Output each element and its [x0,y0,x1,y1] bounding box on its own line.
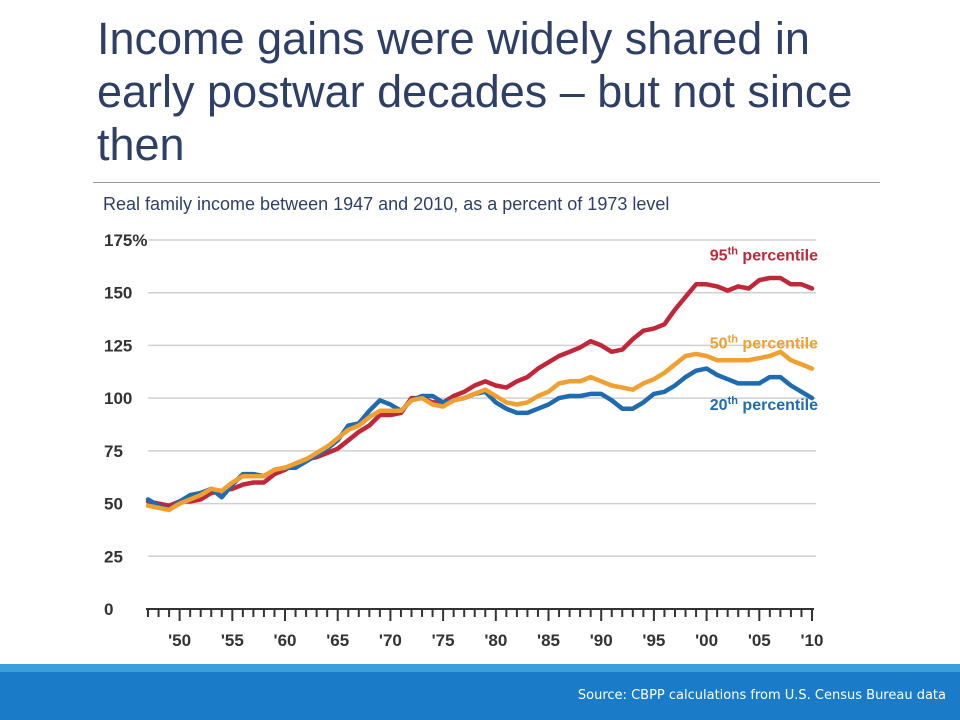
y-axis-tick-labels: 175% 150 125 100 75 50 25 0 [104,231,147,619]
y-tick-label: 50 [104,495,123,514]
y-tick-label: 100 [104,389,132,408]
source-note: Source: CBPP calculations from U.S. Cens… [577,688,946,703]
y-tick-label: 0 [104,600,113,619]
x-tick-label: '70 [379,631,402,650]
x-tick-label: '80 [484,631,507,650]
y-tick-label: 175% [104,231,147,250]
series-label-p95: 95th percentile [710,245,818,264]
series-line-p95 [145,275,815,508]
x-tick-label: '65 [326,631,349,650]
gridlines [148,239,816,558]
y-tick-label: 150 [104,284,132,303]
x-tick-label: '00 [695,631,718,650]
y-tick-label: 125 [104,336,132,355]
x-tick-label: '55 [221,631,244,650]
y-tick-label: 25 [104,547,123,566]
x-tick-label: '05 [748,631,771,650]
x-axis [146,608,814,621]
footer-bar [0,672,960,720]
title-divider [93,182,880,183]
x-tick-label: '75 [432,631,455,650]
y-tick-label: 75 [104,442,123,461]
x-tick-label: '85 [537,631,560,650]
footer-accent-stripe [0,664,960,672]
series-labels: 95th percentile 50th percentile 20th perce… [710,245,818,414]
x-tick-label: '90 [590,631,613,650]
x-tick-label: '50 [168,631,191,650]
series-label-p20: 20th percentile [710,395,818,414]
x-tick-label: '95 [642,631,665,650]
series-label-p50: 50th percentile [710,334,818,353]
series-lines [145,275,815,513]
chart-subtitle: Real family income between 1947 and 2010… [103,194,670,214]
slide-title: Income gains were widely shared in early… [97,13,853,170]
x-axis-tick-labels: '50 '55 '60 '65 '70 '75 '80 '85 '90 '95 '00 '05 '10 [168,631,823,650]
x-tick-label: '60 [274,631,297,650]
series-line-p50 [145,349,815,513]
x-tick-label: '10 [801,631,824,650]
